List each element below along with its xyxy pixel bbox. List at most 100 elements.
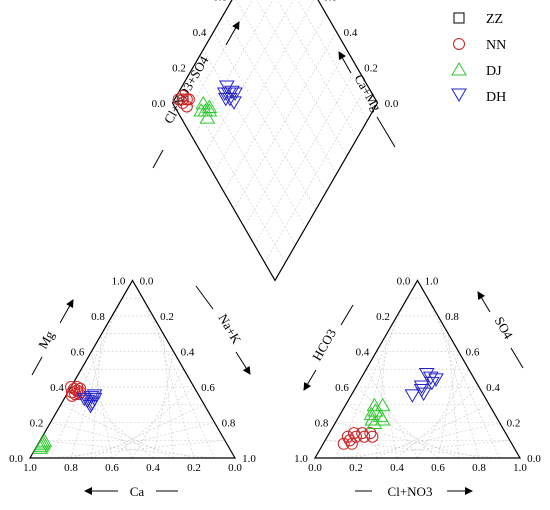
point-dh-anion [422, 371, 439, 386]
grid-line [376, 333, 388, 459]
axis-label-nak-text: Na+K [215, 311, 244, 347]
tick-label-ca: 0.8 [64, 462, 78, 474]
point-nn-cation [66, 389, 79, 402]
tick-label-hco3: 0.2 [376, 311, 390, 323]
arrow-camg [338, 51, 352, 74]
axis-label-hco3-text: HCO3 [309, 326, 339, 363]
point-dh-diamond [227, 87, 243, 102]
point-dj-diamond [195, 95, 212, 110]
point-dh-diamond [226, 96, 242, 110]
tick-label-nak: 0.4 [181, 346, 195, 358]
point-dh-diamond [224, 85, 240, 100]
legend-marker-nn [453, 38, 465, 50]
tick-label-clno3: 0.8 [472, 462, 486, 474]
grid-line [447, 333, 459, 459]
arrow-clno3so4 [225, 21, 240, 46]
point-dh-anion [423, 376, 440, 391]
grid-line [376, 404, 490, 459]
axis-label-nak: Na+K [215, 311, 244, 347]
legend-label-nn: NN [486, 38, 506, 53]
point-nn-diamond [176, 93, 189, 106]
axis-label-so4: SO4 [492, 314, 517, 342]
grid-lines [40, 0, 510, 459]
tick-label-clno3: 1.0 [513, 462, 527, 474]
arrow-so4-tail [510, 347, 524, 369]
tick-label-ca: 0.6 [105, 462, 119, 474]
point-nn-diamond [180, 100, 193, 113]
axis-label-clno3so4-text: Cl+NO3+SO4 [161, 53, 212, 126]
point-dh-anion [404, 389, 421, 403]
point-dj-anion [374, 397, 391, 412]
arrow-hco3 [303, 369, 317, 391]
tick-label-ca: 1.0 [23, 462, 37, 474]
axis-label-hco3: HCO3 [309, 326, 339, 363]
point-nn-diamond [172, 93, 185, 106]
tick-label-mg: 0.2 [30, 417, 44, 429]
tick-label-so4: 0.2 [507, 417, 521, 429]
point-nn-cation [66, 386, 79, 399]
point-dj-anion [367, 403, 384, 417]
grid-line [50, 439, 225, 459]
axis-label-camg-text: Ca+Mg [351, 72, 384, 114]
tick-label-nak: 0.2 [160, 311, 174, 323]
legend: ZZ NN DJ DH [451, 12, 506, 105]
point-dh-cation [86, 389, 103, 403]
tick-label-clno3so4: 0.0 [152, 98, 166, 110]
grid-line [417, 369, 470, 459]
axis-label-camg: Ca+Mg [351, 72, 384, 114]
tick-label-so4: 0.8 [445, 311, 459, 323]
arrow-hco3-tail [340, 304, 354, 326]
point-dh-diamond [217, 92, 234, 107]
grid-line [223, 14, 327, 192]
grid-line [40, 439, 215, 459]
grid-line [365, 369, 418, 459]
grid-line [60, 404, 174, 459]
tick-label-nak: 0.0 [140, 275, 154, 287]
arrow-mg-tail [31, 356, 43, 376]
tick-label-ca: 0.0 [228, 462, 242, 474]
tick-label-so4: 1.0 [425, 275, 439, 287]
grid-line [437, 315, 480, 459]
point-dh-anion [415, 387, 432, 402]
legend-item-zz: ZZ [453, 12, 503, 27]
tick-label-hco3: 0.4 [356, 346, 370, 358]
point-nn-diamond [176, 96, 189, 109]
point-dh-cation [83, 391, 100, 405]
tick-label-so4: 0.0 [527, 453, 541, 465]
tick-label-nak: 1.0 [242, 453, 256, 465]
point-nn-anion [345, 437, 358, 450]
point-dh-anion [428, 373, 444, 387]
legend-item-dj: DJ [451, 62, 502, 79]
tick-labels: 1.0 0.8 0.6 0.4 0.2 0.00.00.20.40.60.81.0 0.00… [9, 0, 541, 474]
legend-marker-zz [453, 12, 465, 24]
grid-line [162, 333, 174, 459]
tick-label-camg: 0.4 [344, 27, 358, 39]
tick-label-nak: 0.6 [201, 382, 215, 394]
axis-label-ca: Ca [130, 484, 145, 499]
grid-line [50, 298, 123, 459]
grid-line [91, 333, 103, 459]
data-points [32, 80, 444, 454]
point-nn-anion [341, 430, 354, 443]
tick-label-camg: 0.2 [364, 62, 378, 74]
grid-line [80, 369, 133, 459]
point-dh-diamond [218, 80, 235, 94]
diamond-frame [171, 0, 379, 282]
grid-line [152, 315, 195, 459]
point-dj-anion [363, 406, 380, 421]
point-dh-anion [418, 368, 435, 382]
point-dh-anion [413, 380, 430, 394]
axis-label-so4-text: SO4 [492, 314, 517, 342]
point-nn-diamond [176, 89, 189, 102]
grid-line [192, 0, 274, 139]
legend-label-dj: DJ [486, 64, 502, 79]
tick-label-so4: 0.4 [486, 382, 500, 394]
tick-label-clno3so4: 0.6 [213, 0, 227, 3]
tick-label-clno3: 0.0 [308, 462, 322, 474]
axis-label-mg-text: Mg [35, 328, 57, 352]
arrow-clno3so4-tail [152, 149, 164, 169]
point-nn-anion [337, 437, 350, 450]
grid-line [50, 422, 195, 459]
point-dj-diamond [201, 103, 218, 117]
